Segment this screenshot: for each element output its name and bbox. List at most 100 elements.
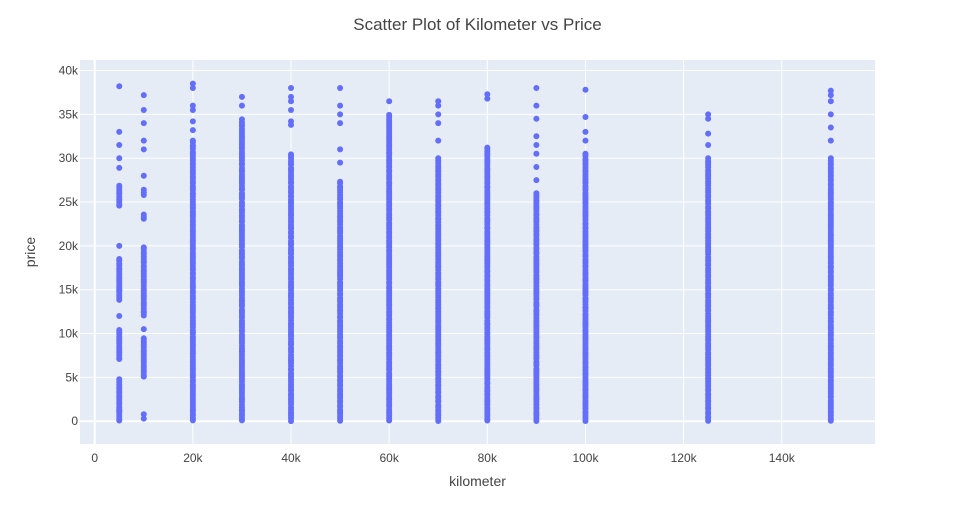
data-point (582, 86, 589, 93)
data-point (337, 102, 344, 109)
data-point (337, 159, 344, 166)
data-point (288, 93, 295, 100)
data-point (140, 137, 147, 144)
data-point (533, 85, 540, 92)
data-point (140, 120, 147, 127)
data-point (337, 146, 344, 153)
data-point (337, 120, 344, 127)
x-tick-labels: 0 20k 40k 60k 80k 100k 120k 140k (91, 451, 795, 465)
data-point (238, 102, 245, 109)
plot-area (80, 60, 875, 444)
x-tick-label: 100k (572, 451, 599, 465)
data-point (116, 327, 123, 334)
data-point (582, 150, 589, 157)
y-tick-label: 40k (59, 64, 79, 78)
data-point (533, 190, 540, 197)
data-point (435, 137, 442, 144)
data-point (140, 146, 147, 153)
data-point (435, 102, 442, 109)
data-point (140, 211, 147, 218)
data-point (582, 137, 589, 144)
data-point (140, 106, 147, 113)
y-tick-label: 20k (59, 239, 79, 253)
data-point (827, 98, 834, 105)
data-point (140, 411, 147, 418)
data-point (189, 137, 196, 144)
data-point (116, 242, 123, 249)
data-point (827, 137, 834, 144)
y-tick-label: 25k (59, 195, 79, 209)
data-point (582, 113, 589, 120)
data-point (386, 98, 393, 105)
data-point (116, 155, 123, 162)
data-point (827, 155, 834, 162)
data-point (435, 120, 442, 127)
data-point (533, 133, 540, 140)
data-point (337, 111, 344, 118)
data-point (288, 151, 295, 158)
data-point (116, 256, 123, 263)
data-point (140, 172, 147, 179)
data-point (189, 127, 196, 134)
data-point (140, 326, 147, 333)
data-point (116, 286, 123, 293)
x-tick-label: 20k (183, 451, 203, 465)
data-point (189, 106, 196, 113)
data-point (533, 102, 540, 109)
data-point (484, 91, 491, 98)
data-point (189, 80, 196, 87)
data-point (435, 155, 442, 162)
data-point (116, 376, 123, 383)
data-point (288, 106, 295, 113)
data-point (435, 111, 442, 118)
data-point (533, 142, 540, 149)
data-point (189, 118, 196, 125)
data-point (533, 150, 540, 157)
data-point (140, 92, 147, 99)
data-point (705, 155, 712, 162)
y-tick-label: 10k (59, 327, 79, 341)
data-point (238, 116, 245, 123)
data-point (533, 115, 540, 122)
data-point (533, 163, 540, 170)
x-tick-label: 80k (478, 451, 498, 465)
data-points (116, 80, 834, 425)
data-point (140, 335, 147, 342)
data-point (337, 178, 344, 185)
data-point (827, 87, 834, 94)
data-point (116, 128, 123, 135)
data-point (386, 111, 393, 118)
data-point (705, 142, 712, 149)
data-point (827, 111, 834, 118)
data-point (116, 142, 123, 149)
data-point (116, 83, 123, 90)
chart-title: Scatter Plot of Kilometer vs Price (353, 15, 601, 34)
y-gridlines (80, 70, 875, 423)
data-point (705, 130, 712, 137)
data-point (288, 118, 295, 125)
x-tick-label: 140k (769, 451, 796, 465)
data-point (238, 93, 245, 100)
data-point (116, 164, 123, 171)
data-point (288, 85, 295, 92)
data-point (189, 85, 196, 92)
x-tick-label: 60k (379, 451, 399, 465)
y-tick-labels: 0 5k 10k 15k 20k 25k 30k 35k 40k (59, 64, 79, 429)
data-point (705, 111, 712, 118)
data-point (337, 85, 344, 92)
data-point (189, 102, 196, 109)
x-tick-label: 40k (281, 451, 301, 465)
x-tick-label: 120k (671, 451, 698, 465)
data-point (140, 244, 147, 251)
data-point (435, 98, 442, 105)
y-tick-label: 15k (59, 283, 79, 297)
data-point (116, 182, 123, 189)
data-point (116, 313, 123, 319)
x-tick-label: 0 (91, 451, 98, 465)
data-point (484, 144, 491, 151)
data-point (827, 92, 834, 99)
y-tick-label: 30k (59, 151, 79, 165)
data-point (484, 95, 491, 102)
y-tick-label: 5k (65, 370, 79, 384)
